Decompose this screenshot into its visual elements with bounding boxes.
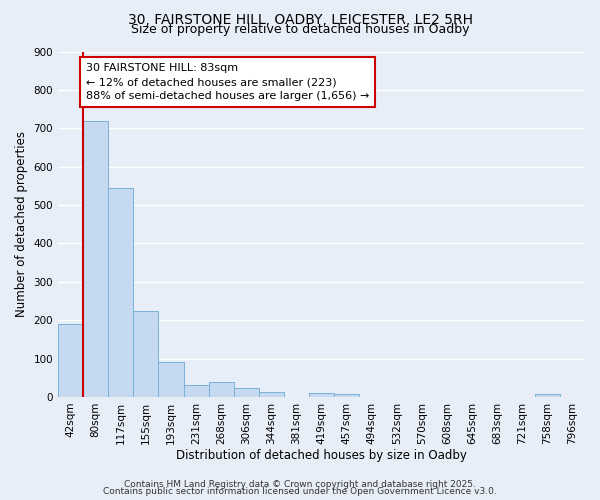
X-axis label: Distribution of detached houses by size in Oadby: Distribution of detached houses by size … <box>176 450 467 462</box>
Bar <box>184 386 209 397</box>
Bar <box>158 362 184 397</box>
Bar <box>259 392 284 397</box>
Bar <box>209 382 233 397</box>
Text: 30, FAIRSTONE HILL, OADBY, LEICESTER, LE2 5RH: 30, FAIRSTONE HILL, OADBY, LEICESTER, LE… <box>128 12 473 26</box>
Bar <box>83 122 108 397</box>
Y-axis label: Number of detached properties: Number of detached properties <box>15 131 28 317</box>
Bar <box>334 394 359 397</box>
Text: 30 FAIRSTONE HILL: 83sqm
← 12% of detached houses are smaller (223)
88% of semi-: 30 FAIRSTONE HILL: 83sqm ← 12% of detach… <box>86 63 369 101</box>
Bar <box>58 324 83 397</box>
Bar <box>108 188 133 397</box>
Text: Contains HM Land Registry data © Crown copyright and database right 2025.: Contains HM Land Registry data © Crown c… <box>124 480 476 489</box>
Text: Size of property relative to detached houses in Oadby: Size of property relative to detached ho… <box>131 22 469 36</box>
Text: Contains public sector information licensed under the Open Government Licence v3: Contains public sector information licen… <box>103 487 497 496</box>
Bar <box>233 388 259 397</box>
Bar <box>309 393 334 397</box>
Bar <box>133 310 158 397</box>
Bar <box>535 394 560 397</box>
